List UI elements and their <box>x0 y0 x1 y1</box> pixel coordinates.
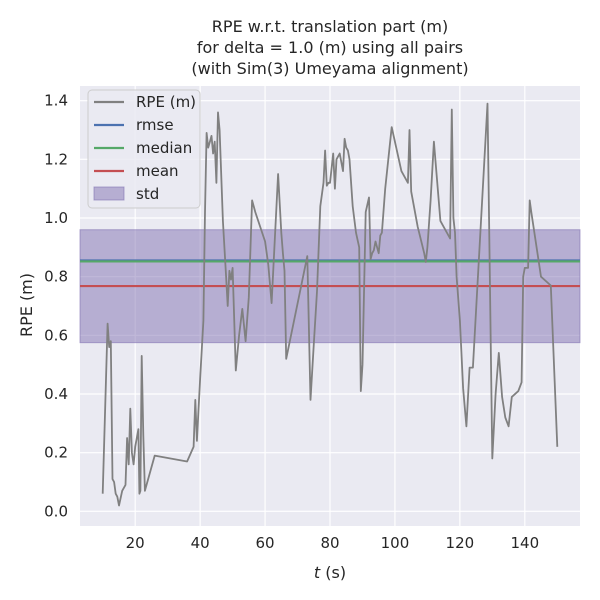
chart-title-line-1: RPE w.r.t. translation part (m) <box>212 17 448 36</box>
legend-label-0: RPE (m) <box>136 93 196 111</box>
x-tick-label-0: 20 <box>126 534 145 552</box>
rpe-line-0 <box>101 102 559 507</box>
x-tick-label-5: 120 <box>446 534 475 552</box>
y-tick-label-7: 1.4 <box>44 92 68 110</box>
x-tick-label-2: 60 <box>256 534 275 552</box>
y-tick-label-3: 0.6 <box>44 326 68 344</box>
legend-label-4: std <box>136 185 159 203</box>
legend-swatch-4 <box>93 186 125 201</box>
legend-box <box>87 89 201 209</box>
legend-label-1: rmse <box>136 116 174 134</box>
y-tick-label-1: 0.2 <box>44 444 68 462</box>
legend-label-2: median <box>136 139 192 157</box>
stat-lines <box>80 259 580 288</box>
x-tick-label-6: 140 <box>510 534 539 552</box>
x-tick-labels: 20 40 60 80 100 120 140 <box>126 534 539 552</box>
y-tick-label-2: 0.4 <box>44 385 68 403</box>
x-axis-label-unit: (s) <box>320 563 346 582</box>
rpe-series <box>101 102 559 507</box>
x-axis-label-var: t <box>314 563 321 582</box>
x-tick-label-1: 40 <box>191 534 210 552</box>
y-tick-label-6: 1.2 <box>44 150 68 168</box>
y-tick-label-4: 0.8 <box>44 268 68 286</box>
legend-label-3: mean <box>136 162 179 180</box>
chart-title-line-2: for delta = 1.0 (m) using all pairs <box>197 38 463 57</box>
chart-title-line-3: (with Sim(3) Umeyama alignment) <box>191 59 468 78</box>
y-tick-label-0: 0.0 <box>44 502 68 520</box>
y-axis-label: RPE (m) <box>17 273 36 337</box>
y-tick-label-5: 1.0 <box>44 209 68 227</box>
y-tick-labels: 0.0 0.2 0.4 0.6 0.8 1.0 1.2 1.4 <box>44 92 68 521</box>
chart-title: RPE w.r.t. translation part (m) for delt… <box>191 17 468 78</box>
legend: RPE (m) rmse median mean std <box>87 89 201 209</box>
x-tick-label-3: 80 <box>320 534 339 552</box>
x-tick-label-4: 100 <box>381 534 410 552</box>
x-axis-label: t (s) <box>314 563 346 582</box>
